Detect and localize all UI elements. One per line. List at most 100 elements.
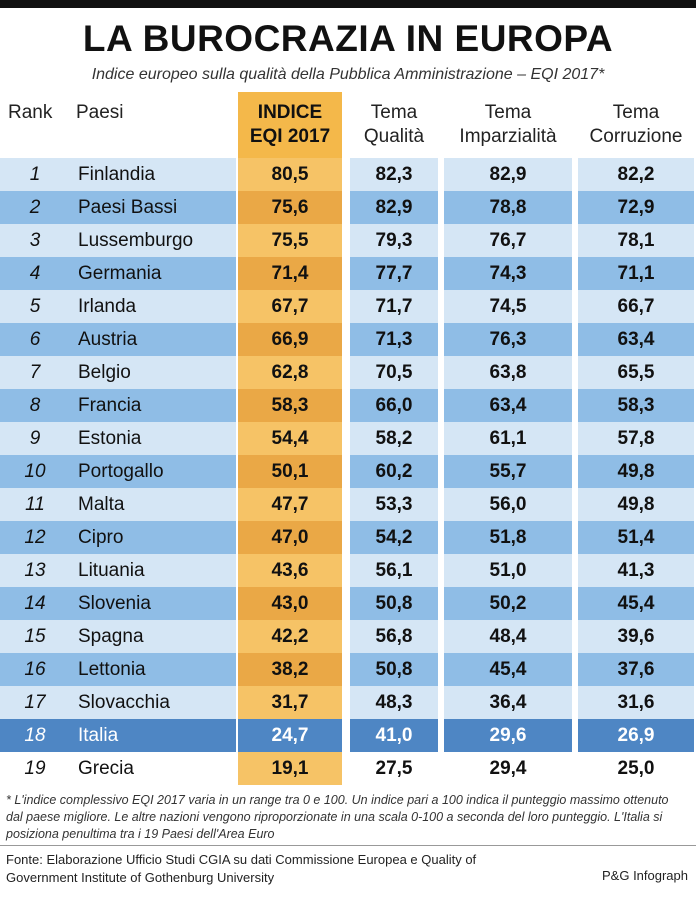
rank-cell: 10 — [0, 455, 70, 488]
corruzione-cell: 37,6 — [578, 653, 694, 686]
qualita-cell: 41,0 — [350, 719, 438, 752]
corruzione-cell: 58,3 — [578, 389, 694, 422]
qualita-cell: 70,5 — [350, 356, 438, 389]
rank-cell: 12 — [0, 521, 70, 554]
qualita-cell: 58,2 — [350, 422, 438, 455]
header-qualita-line1: Tema — [370, 102, 418, 123]
eqi-cell: 43,6 — [238, 554, 342, 587]
eqi-cell: 47,7 — [238, 488, 342, 521]
rank-cell: 11 — [0, 488, 70, 521]
qualita-cell: 50,8 — [350, 653, 438, 686]
eqi-cell: 62,8 — [238, 356, 342, 389]
corruzione-cell: 39,6 — [578, 620, 694, 653]
corruzione-cell: 57,8 — [578, 422, 694, 455]
imparzialita-cell: 56,0 — [444, 488, 572, 521]
rank-cell: 7 — [0, 356, 70, 389]
qualita-cell: 60,2 — [350, 455, 438, 488]
imparzialita-cell: 45,4 — [444, 653, 572, 686]
corruzione-cell: 63,4 — [578, 323, 694, 356]
table-row: 1 Finlandia 80,5 82,3 82,9 82,2 — [0, 158, 696, 191]
eqi-cell: 42,2 — [238, 620, 342, 653]
country-cell: Cipro — [70, 521, 236, 554]
eqi-cell: 19,1 — [238, 752, 342, 785]
imparzialita-cell: 51,0 — [444, 554, 572, 587]
table-row: 19 Grecia 19,1 27,5 29,4 25,0 — [0, 752, 696, 785]
country-cell: Spagna — [70, 620, 236, 653]
table-row: 3 Lussemburgo 75,5 79,3 76,7 78,1 — [0, 224, 696, 257]
qualita-cell: 50,8 — [350, 587, 438, 620]
country-cell: Portogallo — [70, 455, 236, 488]
country-cell: Grecia — [70, 752, 236, 785]
corruzione-cell: 41,3 — [578, 554, 694, 587]
qualita-cell: 71,3 — [350, 323, 438, 356]
imparzialita-cell: 61,1 — [444, 422, 572, 455]
table-row: 17 Slovacchia 31,7 48,3 36,4 31,6 — [0, 686, 696, 719]
country-cell: Germania — [70, 257, 236, 290]
eqi-cell: 54,4 — [238, 422, 342, 455]
corruzione-cell: 65,5 — [578, 356, 694, 389]
qualita-cell: 27,5 — [350, 752, 438, 785]
rank-cell: 16 — [0, 653, 70, 686]
eqi-cell: 38,2 — [238, 653, 342, 686]
imparzialita-cell: 29,6 — [444, 719, 572, 752]
header-eqi-line1: INDICE — [257, 102, 323, 123]
imparzialita-cell: 82,9 — [444, 158, 572, 191]
country-cell: Malta — [70, 488, 236, 521]
rank-cell: 8 — [0, 389, 70, 422]
header-corruzione-line1: Tema — [612, 102, 660, 123]
qualita-cell: 56,1 — [350, 554, 438, 587]
rank-cell: 6 — [0, 323, 70, 356]
country-cell: Austria — [70, 323, 236, 356]
qualita-cell: 79,3 — [350, 224, 438, 257]
top-rule — [0, 0, 696, 8]
rank-cell: 14 — [0, 587, 70, 620]
eqi-cell: 75,5 — [238, 224, 342, 257]
rank-cell: 1 — [0, 158, 70, 191]
imparzialita-cell: 50,2 — [444, 587, 572, 620]
header-imparzialita-line2: Imparzialità — [459, 126, 557, 147]
country-cell: Estonia — [70, 422, 236, 455]
infographic-subtitle: Indice europeo sulla qualità della Pubbl… — [91, 66, 605, 83]
corruzione-cell: 49,8 — [578, 488, 694, 521]
source-note: Fonte: Elaborazione Ufficio Studi CGIA s… — [6, 852, 477, 885]
rank-cell: 2 — [0, 191, 70, 224]
header-corruzione-line2: Corruzione — [589, 126, 683, 147]
country-cell: Lettonia — [70, 653, 236, 686]
header-paesi: Paesi — [70, 80, 242, 146]
country-cell: Italia — [70, 719, 236, 752]
table-header: Rank Paesi INDICE EQI 2017 Tema Qualità … — [0, 92, 696, 158]
qualita-cell: 56,8 — [350, 620, 438, 653]
rank-cell: 15 — [0, 620, 70, 653]
qualita-cell: 66,0 — [350, 389, 438, 422]
eqi-cell: 66,9 — [238, 323, 342, 356]
corruzione-cell: 49,8 — [578, 455, 694, 488]
eqi-cell: 24,7 — [238, 719, 342, 752]
imparzialita-cell: 36,4 — [444, 686, 572, 719]
imparzialita-cell: 51,8 — [444, 521, 572, 554]
imparzialita-cell: 78,8 — [444, 191, 572, 224]
corruzione-cell: 66,7 — [578, 290, 694, 323]
header-eqi-line2: EQI 2017 — [249, 126, 331, 147]
qualita-cell: 82,9 — [350, 191, 438, 224]
corruzione-cell: 45,4 — [578, 587, 694, 620]
imparzialita-cell: 48,4 — [444, 620, 572, 653]
eqi-cell: 43,0 — [238, 587, 342, 620]
qualita-cell: 48,3 — [350, 686, 438, 719]
corruzione-cell: 51,4 — [578, 521, 694, 554]
rank-cell: 4 — [0, 257, 70, 290]
corruzione-cell: 25,0 — [578, 752, 694, 785]
imparzialita-cell: 76,3 — [444, 323, 572, 356]
rank-cell: 17 — [0, 686, 70, 719]
eqi-cell: 67,7 — [238, 290, 342, 323]
credit: P&G Infograph — [602, 868, 688, 883]
eqi-cell: 58,3 — [238, 389, 342, 422]
eqi-cell: 75,6 — [238, 191, 342, 224]
imparzialita-cell: 74,5 — [444, 290, 572, 323]
header-qualita-line2: Qualità — [363, 126, 425, 147]
table-row: 5 Irlanda 67,7 71,7 74,5 66,7 — [0, 290, 696, 323]
footnote: * L'indice complessivo EQI 2017 varia in… — [6, 793, 669, 841]
table-row: 4 Germania 71,4 77,7 74,3 71,1 — [0, 257, 696, 290]
table-row: 9 Estonia 54,4 58,2 61,1 57,8 — [0, 422, 696, 455]
table-row: 14 Slovenia 43,0 50,8 50,2 45,4 — [0, 587, 696, 620]
corruzione-cell: 26,9 — [578, 719, 694, 752]
